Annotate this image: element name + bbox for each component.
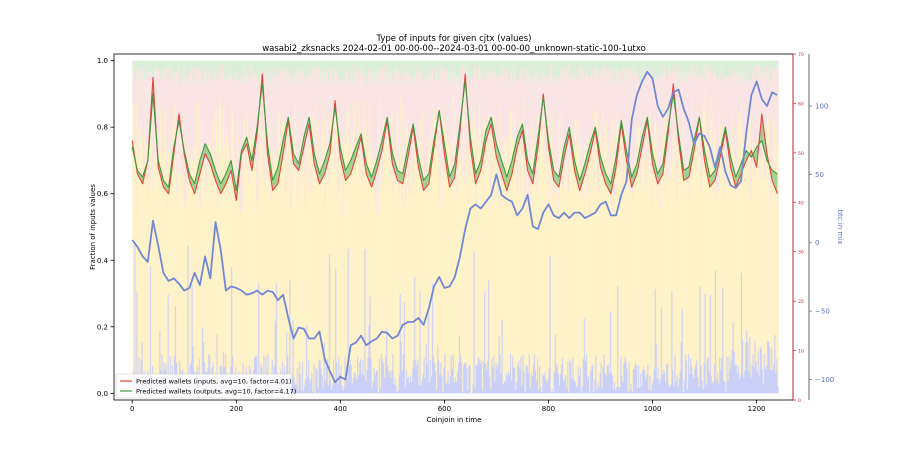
legend: Predicted wallets (inputs, avg=10, facto… [116,374,296,398]
band-green-segment [777,61,778,67]
x-axis-label: Coinjoin in time [427,416,482,424]
right-red-tick-label: 0 [798,398,801,404]
right-red-tick-label: 50 [798,151,804,157]
right-red-tick-label: 10 [798,349,804,355]
chart-subtitle: wasabi2_zksnacks 2024-02-01 00-00-00--20… [262,44,646,54]
band-yellow-segment [777,145,778,386]
right-blue-tick-label: −50 [815,308,830,316]
x-tick-label: 600 [438,405,451,413]
y-tick-label: 0.8 [97,124,108,132]
x-tick-label: 200 [230,405,243,413]
y-tick-label: 0.4 [97,257,109,265]
right-blue-tick-label: 100 [815,102,828,110]
x-tick-label: 0 [130,405,134,413]
right-blue-tick-label: 50 [815,171,824,179]
right-red-tick-label: 40 [798,200,804,206]
band-blue-segment [777,386,778,393]
x-tick-label: 1200 [748,405,766,413]
right-blue-tick-label: −100 [815,376,834,384]
chart-title: Type of inputs for given cjtx (values) [376,34,532,44]
right-red-tick-label: 20 [798,299,804,305]
x-tick-label: 400 [334,405,347,413]
y-tick-label: 0.2 [97,323,108,331]
stacked-bands [132,61,779,394]
legend-label-inputs: Predicted wallets (inputs, avg=10, facto… [136,378,292,386]
right-red-tick-label: 70 [798,52,804,58]
y-tick-label: 0.6 [97,190,109,198]
x-tick-label: 1000 [644,405,662,413]
legend-label-outputs: Predicted wallets (outputs, avg=10, fact… [136,388,296,396]
y-tick-label: 1.0 [97,57,108,65]
y-tick-label: 0.0 [97,390,108,398]
right-red-tick-label: 30 [798,250,804,256]
right-blue-tick-label: 0 [815,239,819,247]
right-y-axis-label: btc in mix [836,210,844,245]
y-axis-label: Fraction of inputs values [89,184,97,270]
x-tick-label: 800 [542,405,555,413]
right-red-tick-label: 60 [798,101,804,107]
band-pink-segment [777,67,778,145]
